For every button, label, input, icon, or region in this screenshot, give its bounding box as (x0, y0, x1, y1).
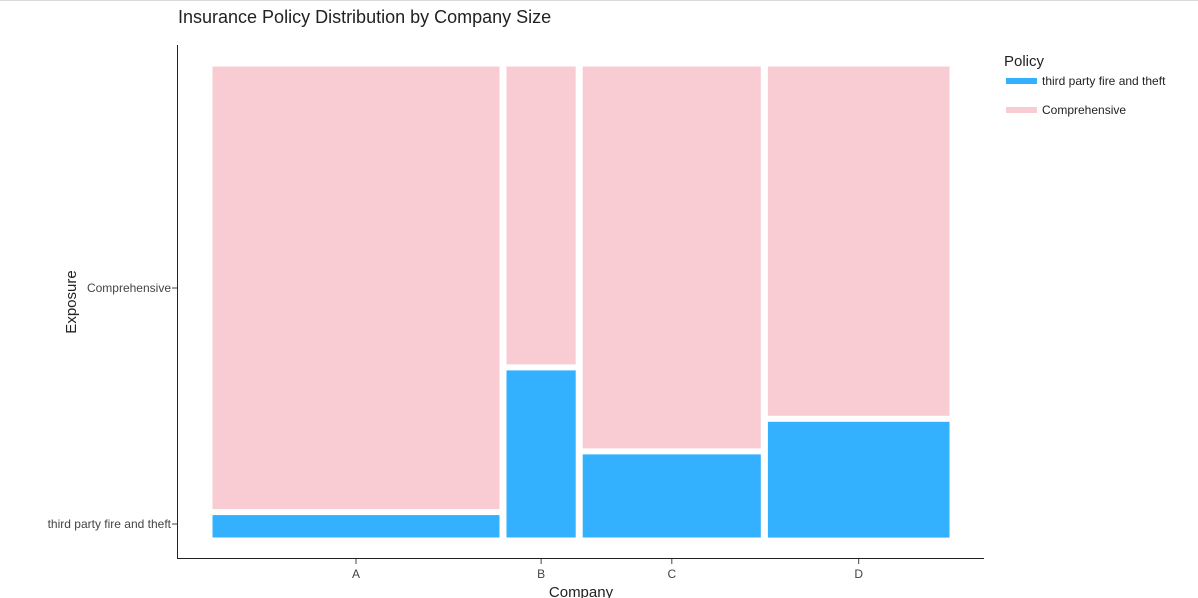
plot-area (211, 65, 951, 539)
legend-swatch (1006, 107, 1037, 113)
mosaic-tile-c-1 (581, 65, 762, 450)
mosaic-tile-a-1 (211, 65, 501, 511)
mosaic-tile-d-0 (766, 420, 951, 539)
chart-title: Insurance Policy Distribution by Company… (178, 7, 551, 27)
legend-label: Comprehensive (1042, 103, 1126, 117)
top-border (0, 0, 1198, 1)
legend-items: third party fire and theft Comprehensive (1006, 74, 1166, 117)
y-axis-ticks: third party fire and theft Comprehensive (48, 281, 177, 531)
mosaic-tile-b-0 (505, 369, 577, 539)
y-tick-label: Comprehensive (87, 281, 171, 295)
x-tick-label: C (667, 567, 676, 581)
x-axis-title: Company (549, 584, 614, 598)
x-tick-label: A (352, 567, 360, 581)
legend-label: third party fire and theft (1042, 74, 1166, 88)
y-tick-label: third party fire and theft (48, 517, 172, 531)
mosaic-tile-a-0 (211, 514, 501, 539)
mosaic-tile-b-1 (505, 65, 577, 366)
legend-swatch (1006, 78, 1037, 84)
x-axis-ticks: A B C D (352, 559, 863, 581)
x-tick-label: B (537, 567, 545, 581)
x-tick-label: D (854, 567, 863, 581)
legend-title: Policy (1004, 53, 1045, 70)
mosaic-tile-d-1 (766, 65, 951, 417)
mosaic-tile-c-0 (581, 453, 762, 539)
legend: Policy third party fire and theft Compreh… (1004, 53, 1166, 117)
y-axis-title: Exposure (63, 270, 80, 333)
